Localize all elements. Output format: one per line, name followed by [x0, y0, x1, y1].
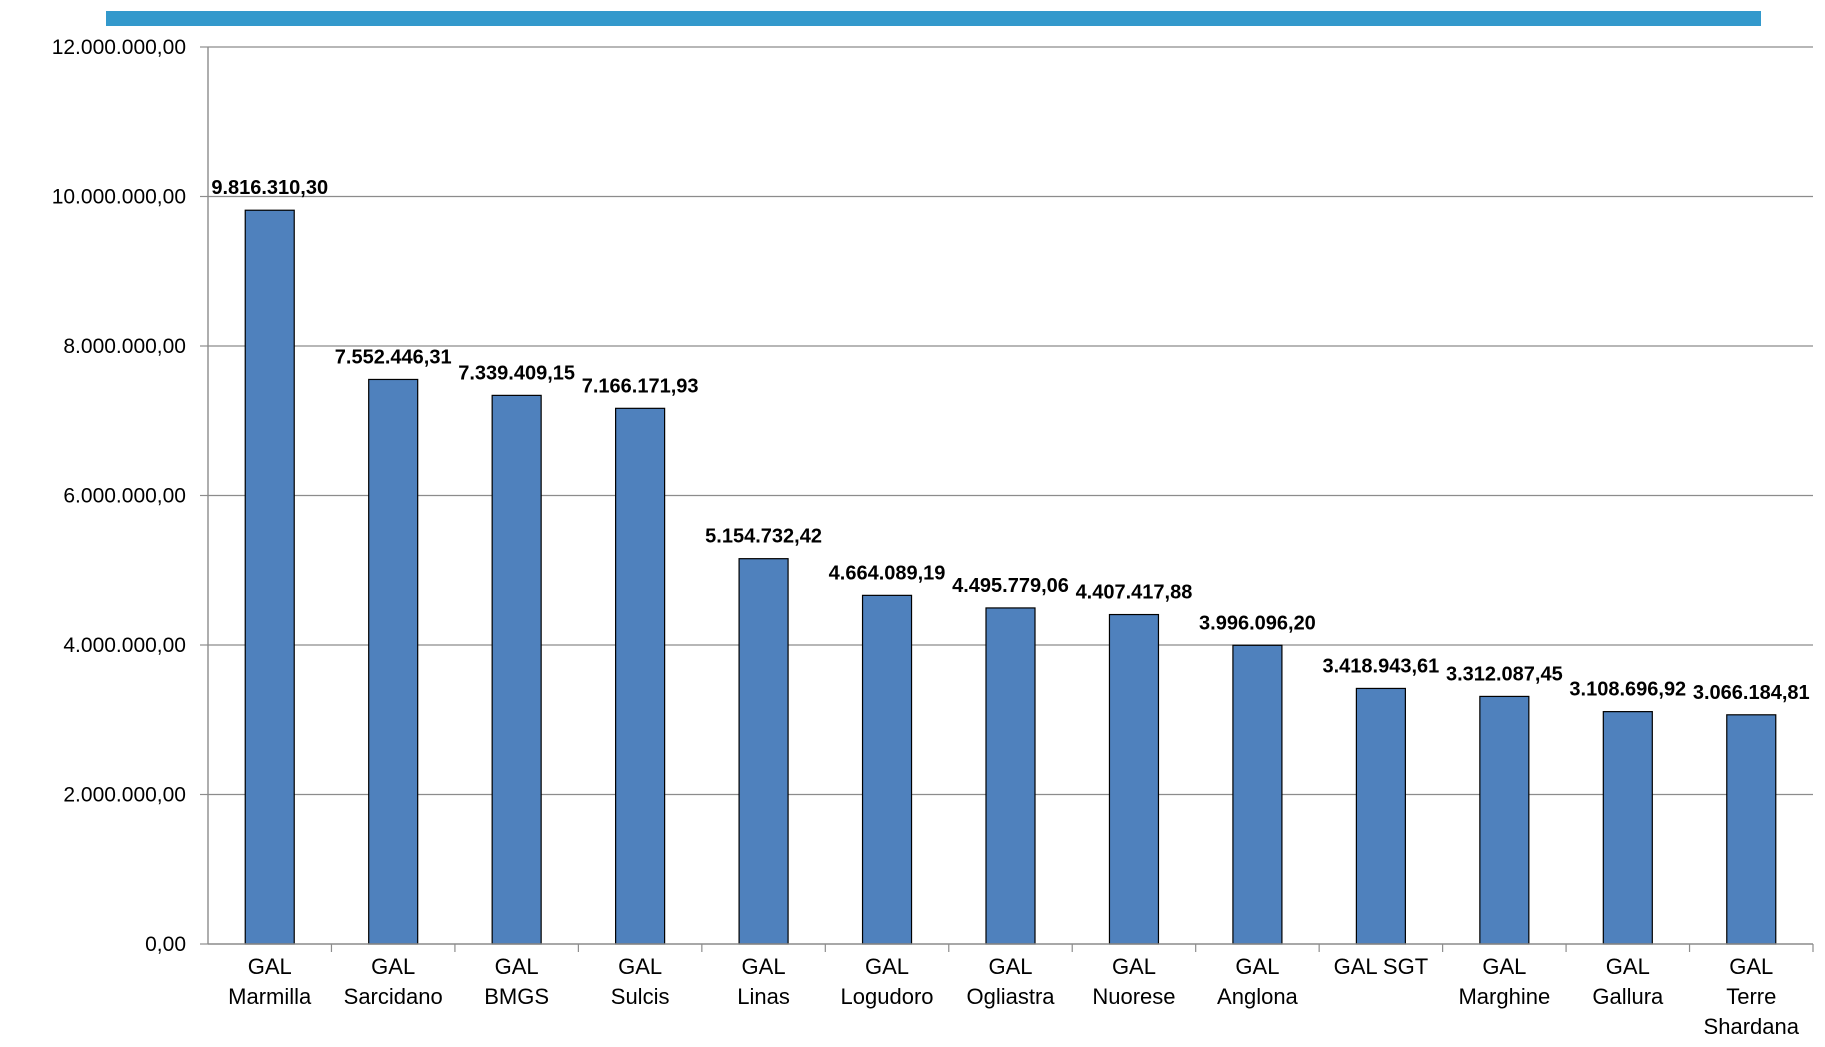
- y-tick-label: 2.000.000,00: [63, 784, 186, 807]
- bar: [368, 378, 419, 945]
- x-tick-label: GAL Nuorese: [1092, 954, 1175, 1009]
- data-label: 3.108.696,92: [1569, 679, 1686, 701]
- bar: [861, 594, 913, 945]
- data-label: 4.495.779,06: [952, 575, 1069, 597]
- x-tick-label: GAL Terre Shardana: [1704, 954, 1800, 1039]
- data-label: 4.407.417,88: [1076, 582, 1193, 604]
- header-accent-bar: [106, 11, 1761, 26]
- axes: [207, 47, 1813, 945]
- x-tick-label: GAL Ogliastra: [966, 954, 1055, 1009]
- bar: [491, 394, 542, 945]
- bar: [1355, 687, 1406, 945]
- x-tick-label: GAL BMGS: [484, 954, 549, 1009]
- bar: [244, 209, 295, 945]
- x-axis-ticks: GAL Marmilla GAL Sarcidano GAL BMGS GAL Sulcis G…: [228, 944, 1814, 1039]
- data-label: 5.154.732,42: [705, 526, 822, 548]
- data-label: 3.312.087,45: [1446, 663, 1563, 685]
- x-tick-label: GAL Marmilla: [228, 954, 312, 1009]
- y-tick-label: 6.000.000,00: [63, 485, 186, 508]
- bar: [985, 607, 1036, 945]
- y-tick-label: 8.000.000,00: [63, 335, 186, 358]
- bar: [1108, 613, 1160, 945]
- bar: [1726, 714, 1777, 945]
- data-label: 3.066.184,81: [1693, 682, 1810, 704]
- x-tick-label: GAL Marghine: [1458, 954, 1550, 1009]
- y-tick-label: 10.000.000,00: [52, 186, 186, 209]
- y-tick-label: 12.000.000,00: [52, 36, 186, 59]
- y-axis-ticks: 0,00 2.000.000,00 4.000.000,00 6.000.000,00…: [52, 36, 208, 956]
- data-label: 7.166.171,93: [582, 375, 699, 397]
- data-label: 7.552.446,31: [335, 346, 452, 368]
- x-tick-label: GAL Linas: [737, 954, 790, 1009]
- x-tick-label: GAL Logudoro: [841, 954, 934, 1009]
- x-tick-label: GAL Sulcis: [611, 954, 670, 1009]
- bar: [1479, 695, 1530, 945]
- y-tick-label: 0,00: [145, 933, 186, 956]
- bars: [244, 209, 1777, 945]
- data-label: 3.418.943,61: [1322, 655, 1439, 677]
- x-tick-label: GAL Anglona: [1217, 954, 1299, 1009]
- data-labels: 9.816.310,30 7.552.446,31 7.339.409,15 7.16…: [211, 177, 1809, 704]
- bar: [615, 407, 666, 945]
- x-tick-label: GAL Sarcidano: [344, 954, 443, 1009]
- x-tick-label: GAL Gallura: [1592, 954, 1664, 1009]
- data-label: 3.996.096,20: [1199, 612, 1316, 634]
- data-label: 7.339.409,15: [458, 362, 575, 384]
- bar: [738, 558, 789, 945]
- x-tick-label: GAL SGT: [1334, 954, 1429, 979]
- bar: [1602, 711, 1653, 945]
- y-tick-label: 4.000.000,00: [63, 634, 186, 657]
- data-label: 9.816.310,30: [211, 177, 328, 199]
- data-label: 4.664.089,19: [829, 562, 946, 584]
- bar: [1232, 644, 1283, 945]
